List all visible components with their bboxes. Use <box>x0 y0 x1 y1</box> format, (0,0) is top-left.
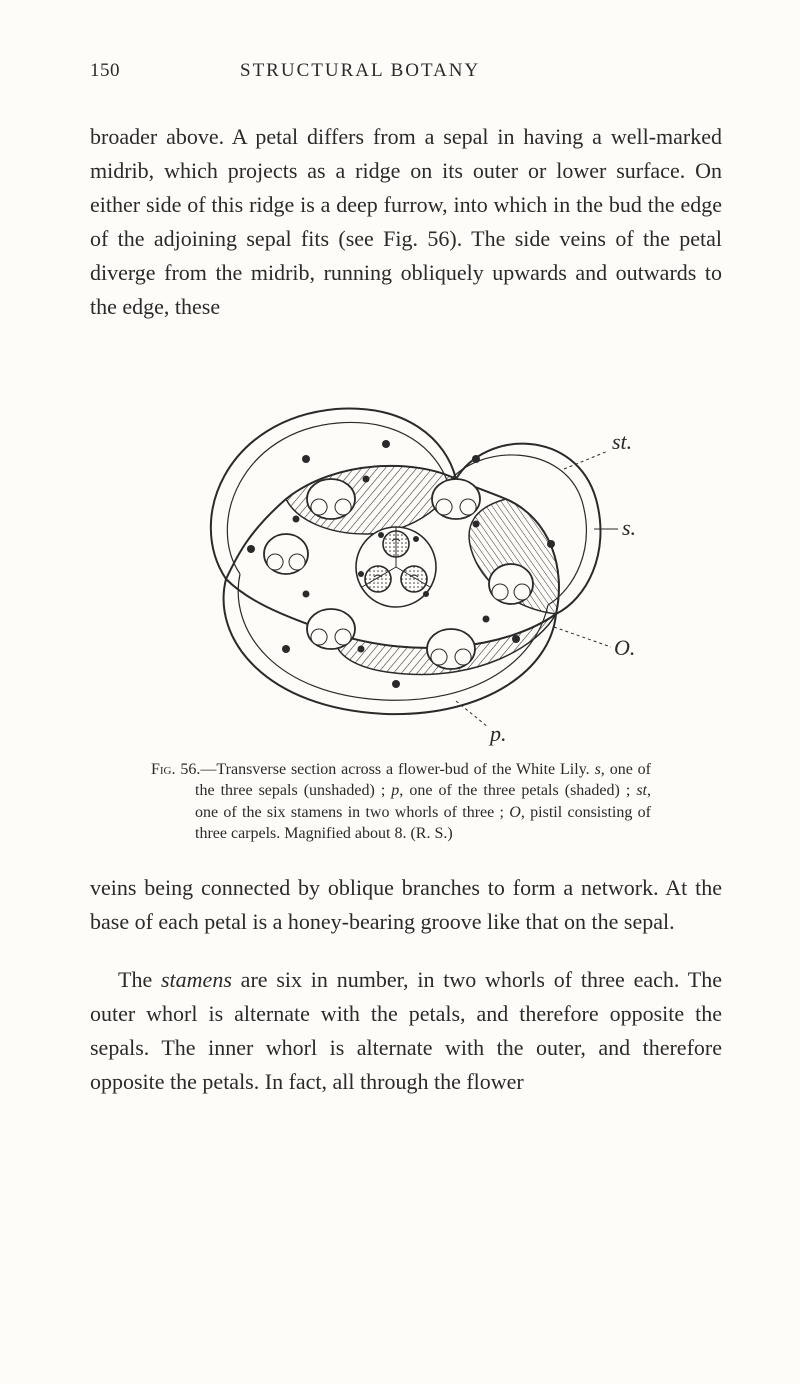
caption-st: st <box>636 782 647 799</box>
caption-c: , one of the three petals (shaded) ; <box>399 782 636 799</box>
figure-56: st. s. O. p. Fig. 56.—Transverse section… <box>151 349 661 845</box>
running-title: STRUCTURAL BOTANY <box>240 60 480 82</box>
paragraph-1: broader above. A petal differs from a se… <box>90 120 722 325</box>
figure-56-svg: st. s. O. p. <box>156 349 656 749</box>
page: 150 STRUCTURAL BOTANY broader above. A p… <box>0 0 800 1384</box>
caption-O: O <box>509 804 521 821</box>
figure-label-st: st. <box>612 429 632 454</box>
running-head: 150 STRUCTURAL BOTANY <box>90 60 722 82</box>
page-number: 150 <box>90 60 120 82</box>
caption-fig-num: 56.— <box>176 761 217 778</box>
caption-a: Transverse section across a flower-bud o… <box>216 761 594 778</box>
caption-fig-label: Fig. <box>151 761 176 778</box>
figure-56-caption: Fig. 56.—Transverse section across a flo… <box>151 759 661 845</box>
p3-stamens: stamens <box>161 967 232 992</box>
p3-pre: The <box>118 967 161 992</box>
figure-label-s: s. <box>622 515 636 540</box>
figure-label-p: p. <box>488 721 507 746</box>
paragraph-2: veins being connected by oblique branche… <box>90 871 722 939</box>
paragraph-3: The stamens are six in number, in two wh… <box>90 963 722 1099</box>
figure-label-o: O. <box>614 635 635 660</box>
